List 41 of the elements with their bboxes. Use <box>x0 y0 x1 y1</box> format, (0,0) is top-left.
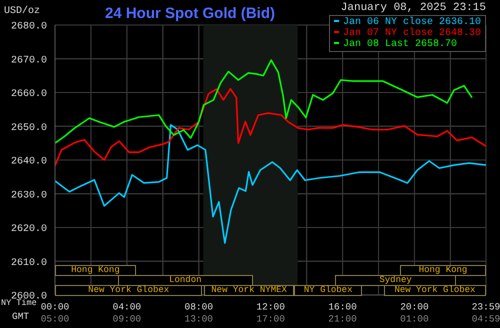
session-box: New York NYMEX <box>204 285 294 296</box>
x-tick-label: 16:00 <box>328 302 358 313</box>
x2-tick-label: 05:00 <box>40 314 70 325</box>
session-box: New York Globex <box>384 285 486 296</box>
legend-label: Jan 08 Last 2658.70 <box>342 39 458 50</box>
x-tick-label: 04:00 <box>112 302 142 313</box>
x-tick-label: 20:00 <box>400 302 430 313</box>
session-box: Hong Kong <box>400 265 486 276</box>
chart-title: 24 Hour Spot Gold (Bid) <box>104 5 276 22</box>
session-box: Hong Kong <box>55 265 136 276</box>
y-tick-label: 2620.0 <box>10 224 47 236</box>
chart-subtitle: January 08, 2025 23:15 <box>340 2 486 14</box>
x-tick-label: 08:00 <box>184 302 214 313</box>
line-series <box>55 88 486 167</box>
session-box: NY Globex <box>294 285 362 296</box>
session-box: Sydney <box>335 275 456 286</box>
x-axis-title: NY Time <box>1 298 37 308</box>
line-series <box>55 124 486 244</box>
x-tick-label: 12:00 <box>256 302 286 313</box>
x2-tick-label: 13:00 <box>184 314 214 325</box>
x2-tick-label: 01:00 <box>400 314 429 325</box>
legend-label: Jan 06 NY close 2636.10 <box>342 17 481 28</box>
y-tick-label: 2630.0 <box>10 190 47 202</box>
y-tick-label: 2610.0 <box>10 258 47 269</box>
x2-tick-label: 09:00 <box>112 314 142 325</box>
legend-label: Jan 07 NY close 2648.30 <box>342 28 481 39</box>
y-tick-label: 2670.0 <box>10 55 47 66</box>
y-tick-label: 2650.0 <box>10 122 47 134</box>
line-series <box>55 59 473 144</box>
y-axis-title: USD/oz <box>4 6 40 17</box>
x2-tick-label: 17:00 <box>256 314 286 325</box>
y-tick-label: 2660.0 <box>10 89 47 100</box>
x2-tick-label: 21:00 <box>328 314 358 325</box>
x-tick-label: 00:00 <box>40 302 70 313</box>
x2-tick-label: 04:59 <box>472 314 500 325</box>
session-box: London <box>118 275 253 286</box>
y-tick-label: 2680.0 <box>10 22 47 33</box>
x2-axis-title: GMT <box>12 311 30 322</box>
y-tick-label: 2640.0 <box>10 156 47 168</box>
x-tick-label: 23:59 <box>472 302 500 313</box>
session-box: New York Globex <box>55 285 202 296</box>
